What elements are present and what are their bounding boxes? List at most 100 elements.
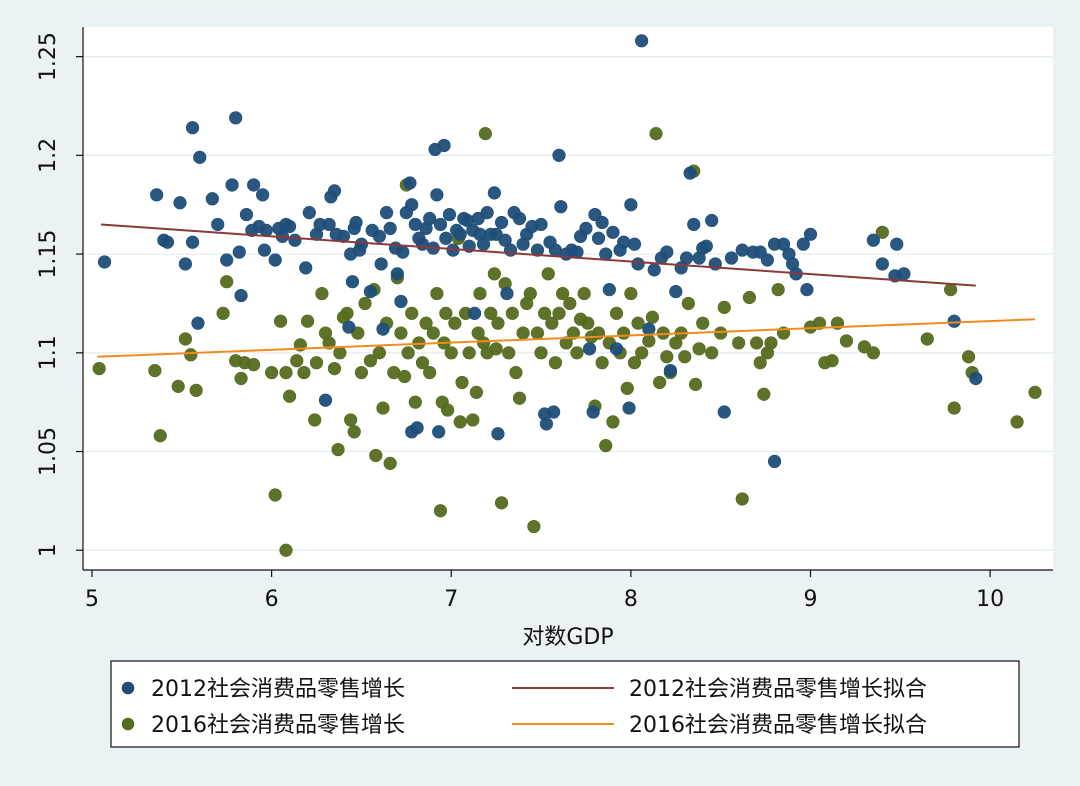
legend-label: 2016社会消费品零售增长拟合 <box>629 713 927 738</box>
point-2016 <box>530 326 545 340</box>
point-2012 <box>390 267 404 281</box>
point-2012 <box>491 427 505 441</box>
point-2016 <box>315 286 329 301</box>
legend-label: 2012社会消费品零售增长拟合 <box>629 677 927 702</box>
point-2016 <box>606 415 620 429</box>
point-2012 <box>423 211 437 226</box>
point-2016 <box>491 316 505 330</box>
point-2012 <box>220 253 234 267</box>
point-2016 <box>354 365 369 380</box>
point-2016 <box>347 425 361 439</box>
point-2012 <box>193 150 207 164</box>
point-2016 <box>273 314 288 328</box>
point-2016 <box>439 306 453 320</box>
point-2012 <box>302 206 316 220</box>
point-2012 <box>796 237 810 251</box>
legend-label: 2016社会消费品零售增长 <box>151 713 405 738</box>
fit-lines <box>97 223 1036 358</box>
point-2012 <box>503 243 518 257</box>
point-2016 <box>581 316 595 330</box>
point-2016 <box>595 356 609 370</box>
point-2012 <box>150 188 164 202</box>
point-2016 <box>812 316 827 330</box>
point-2012 <box>268 253 282 267</box>
point-2016 <box>649 127 663 141</box>
point-2016 <box>489 342 503 356</box>
point-2016 <box>430 286 444 301</box>
point-2016 <box>609 306 624 320</box>
point-2012 <box>622 401 636 415</box>
point-2012 <box>437 138 451 153</box>
point-2012 <box>803 227 818 241</box>
point-2012 <box>591 231 606 245</box>
point-2016 <box>234 371 248 386</box>
point-2012 <box>897 267 911 281</box>
point-2016 <box>732 336 746 350</box>
point-2012 <box>617 235 631 249</box>
point-2016 <box>617 326 631 340</box>
point-2012 <box>247 178 261 192</box>
point-2012 <box>534 217 548 232</box>
point-2016 <box>523 286 537 301</box>
point-2012 <box>396 245 410 259</box>
point-2012 <box>530 243 545 257</box>
point-2012 <box>890 237 904 251</box>
point-2016 <box>478 127 492 141</box>
fit-line-2016 <box>97 318 1036 358</box>
point-2016 <box>448 316 462 330</box>
point-2012 <box>480 206 494 220</box>
point-2012 <box>349 215 363 230</box>
y-tick-label: 1.15 <box>36 230 61 279</box>
point-2016 <box>750 336 764 350</box>
point-2016 <box>473 286 487 301</box>
fit-line-2012 <box>100 223 976 287</box>
point-2012 <box>322 217 336 232</box>
x-tick-label: 5 <box>85 587 99 612</box>
point-2016 <box>363 354 378 368</box>
point-2016 <box>331 442 345 457</box>
point-2016 <box>620 381 634 395</box>
point-2016 <box>268 488 282 502</box>
point-2012 <box>595 215 609 230</box>
point-2012 <box>760 253 774 267</box>
x-tick-label: 7 <box>444 587 458 612</box>
point-2012 <box>866 233 880 247</box>
point-2012 <box>679 251 694 265</box>
y-axis: 1 1.05 1.1 1.15 1.2 1.25 <box>36 27 84 570</box>
point-2016 <box>487 267 501 281</box>
point-2016 <box>947 401 961 415</box>
point-2012 <box>635 34 649 48</box>
point-2016 <box>494 496 509 510</box>
x-tick-label: 8 <box>624 587 638 612</box>
point-2012 <box>374 257 388 271</box>
point-2012 <box>631 257 645 271</box>
point-2012 <box>178 257 192 271</box>
point-2012 <box>185 235 200 249</box>
point-2016 <box>441 403 455 417</box>
point-2012 <box>735 243 749 257</box>
point-2016 <box>423 365 437 380</box>
point-2016 <box>444 346 458 360</box>
point-2016 <box>635 346 649 360</box>
point-2016 <box>309 356 324 370</box>
point-2016 <box>92 361 106 376</box>
point-2016 <box>216 306 230 320</box>
point-2016 <box>527 519 541 534</box>
point-2012 <box>539 417 554 431</box>
point-2012 <box>663 363 677 378</box>
point-2012 <box>579 221 593 236</box>
point-2016 <box>705 346 719 360</box>
y-tick-label: 1.1 <box>36 335 61 370</box>
point-2016 <box>624 286 638 301</box>
point-2016 <box>692 342 706 356</box>
point-2012 <box>372 229 386 243</box>
point-2016 <box>757 387 771 401</box>
point-2012 <box>342 320 356 334</box>
point-2016 <box>552 306 566 320</box>
point-2016 <box>631 316 645 330</box>
point-2016 <box>279 543 293 557</box>
legend-label: 2012社会消费品零售增长 <box>151 677 405 702</box>
point-2012 <box>586 405 600 419</box>
point-2016 <box>372 346 386 360</box>
point-2016 <box>394 326 408 340</box>
